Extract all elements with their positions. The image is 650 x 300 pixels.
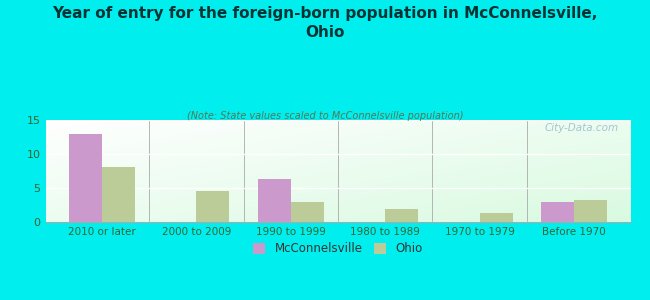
Bar (258, 179, 291, 222)
Bar (541, 202, 574, 222)
Text: (Note: State values scaled to McConnelsville population): (Note: State values scaled to McConnelsv… (187, 111, 463, 121)
Bar (291, 202, 324, 222)
Bar (385, 209, 418, 222)
Bar (196, 191, 229, 222)
Text: City-Data.com: City-Data.com (545, 123, 619, 133)
Bar (480, 213, 513, 222)
Bar (102, 167, 135, 222)
Legend: McConnelsville, Ohio: McConnelsville, Ohio (250, 239, 426, 259)
Bar (69, 134, 102, 222)
Text: Year of entry for the foreign-born population in McConnelsville,
Ohio: Year of entry for the foreign-born popul… (52, 6, 598, 40)
Bar (574, 200, 607, 222)
